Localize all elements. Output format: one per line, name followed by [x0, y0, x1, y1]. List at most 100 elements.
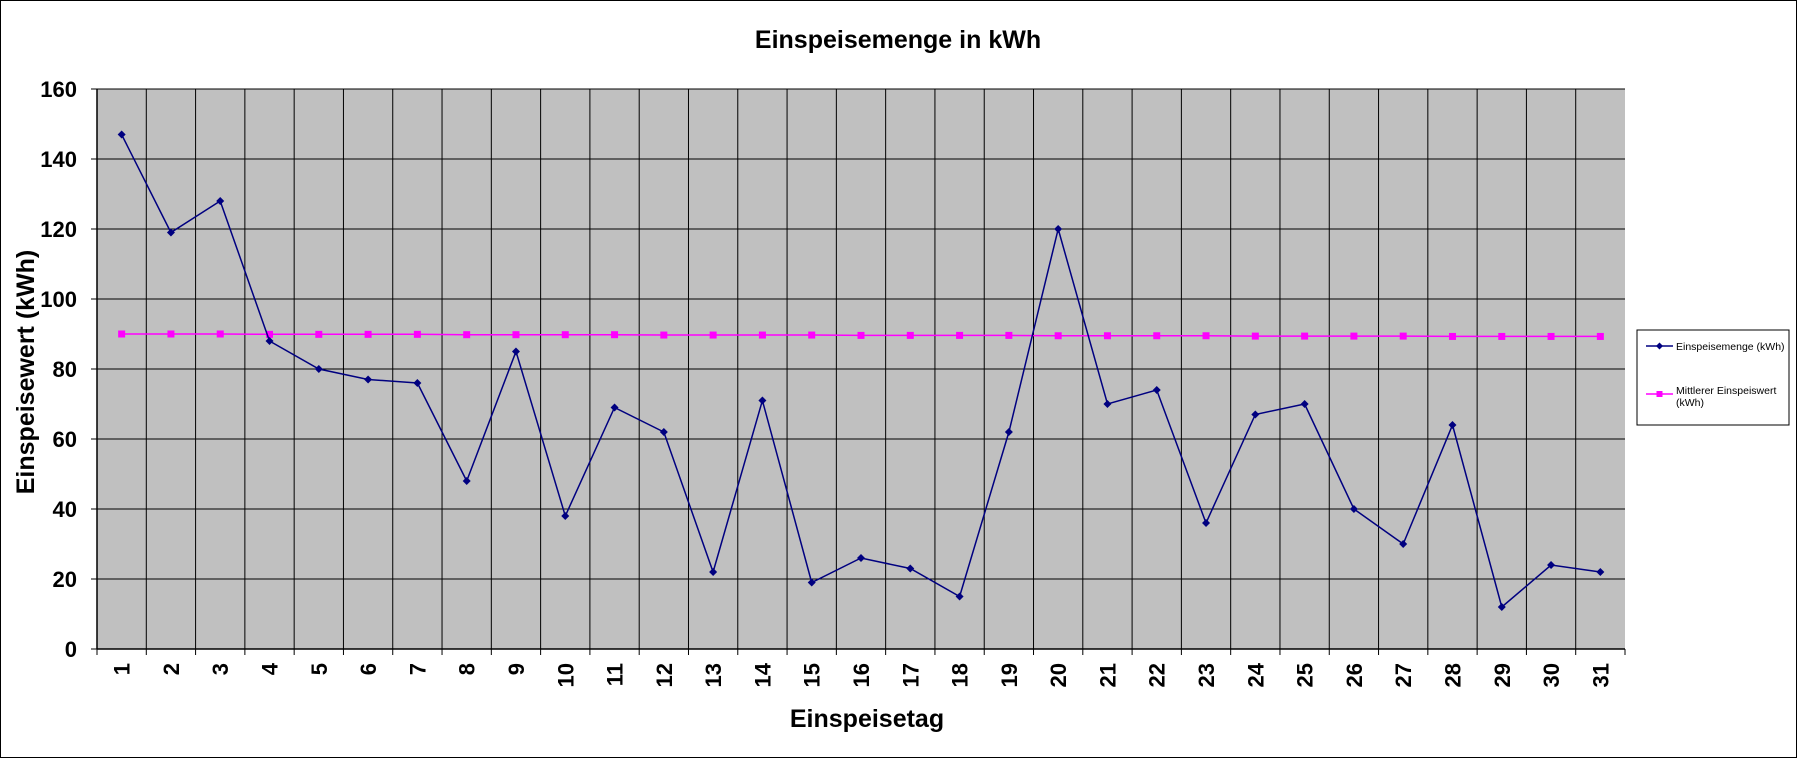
x-tick-label: 11	[603, 663, 628, 686]
data-point	[1547, 332, 1555, 340]
x-tick-label: 14	[750, 662, 775, 687]
x-axis-label: Einspeisetag	[790, 705, 944, 733]
data-point	[265, 337, 274, 345]
data-point	[1153, 332, 1161, 340]
data-point	[315, 330, 323, 338]
data-point	[659, 428, 668, 436]
y-tick-label: 100	[40, 287, 77, 312]
legend-label: Mittlerer Einspeiswert (kWh)	[1676, 385, 1776, 409]
data-point	[1004, 428, 1013, 436]
y-axis-label: Einspeisewert (kWh)	[12, 250, 40, 495]
data-point	[1054, 332, 1062, 340]
y-tick-label: 60	[53, 427, 77, 452]
data-point	[1547, 561, 1556, 569]
x-tick-label: 8	[455, 663, 480, 675]
data-point	[364, 375, 373, 384]
x-tick-label: 18	[948, 663, 973, 687]
data-point	[1301, 332, 1309, 340]
x-tick-label: 5	[307, 663, 332, 675]
data-point	[1103, 400, 1112, 408]
data-point	[1399, 332, 1407, 340]
data-point	[857, 331, 865, 339]
data-point	[955, 592, 964, 601]
data-point	[906, 564, 915, 573]
data-point	[1054, 225, 1063, 233]
x-tick-label: 4	[258, 662, 283, 675]
x-tick-label: 29	[1490, 663, 1515, 687]
data-point	[808, 331, 816, 339]
y-tick-label: 80	[53, 357, 77, 382]
data-point	[266, 330, 274, 338]
data-point	[660, 331, 668, 339]
data-point	[758, 396, 767, 405]
data-point	[216, 330, 224, 338]
data-point	[1596, 332, 1604, 340]
x-tick-label: 27	[1391, 663, 1416, 687]
data-point	[1005, 331, 1013, 339]
data-point	[1399, 540, 1408, 548]
x-tick-label: 9	[504, 663, 529, 675]
data-point	[1251, 332, 1259, 340]
x-tick-label: 16	[849, 663, 874, 687]
data-point	[166, 228, 175, 237]
legend: Einspeisemenge (kWh) Mittlerer Einspeiswe…	[1636, 329, 1790, 426]
y-tick-label: 0	[65, 637, 77, 662]
y-tick-label: 20	[53, 567, 77, 592]
data-point	[1448, 332, 1456, 340]
x-tick-label: 10	[553, 663, 578, 687]
x-tick-label: 2	[159, 663, 184, 675]
data-point	[1251, 410, 1260, 419]
data-point	[857, 554, 865, 562]
data-point	[956, 331, 964, 339]
x-tick-label: 23	[1194, 663, 1219, 687]
data-point	[463, 331, 471, 339]
y-tick-label: 140	[40, 147, 77, 172]
x-tick-label: 3	[208, 663, 233, 675]
x-tick-label: 19	[997, 663, 1022, 687]
data-point	[216, 197, 225, 205]
data-point	[611, 331, 619, 339]
data-point	[118, 330, 126, 338]
data-point	[1152, 386, 1161, 394]
x-tick-label: 30	[1539, 663, 1564, 687]
data-point	[1497, 603, 1506, 611]
data-point	[364, 330, 372, 338]
x-tick-label: 21	[1095, 663, 1120, 687]
data-point	[758, 331, 766, 339]
data-point	[807, 578, 816, 587]
y-tick-label: 40	[53, 497, 77, 522]
data-point	[413, 330, 421, 338]
x-tick-label: 15	[800, 663, 825, 687]
data-point	[906, 331, 914, 339]
x-tick-label: 24	[1243, 662, 1268, 687]
x-tick-label: 26	[1342, 663, 1367, 687]
data-point	[561, 512, 570, 520]
data-point	[1300, 400, 1309, 408]
chart-title: Einspeisemenge in kWh	[755, 26, 1041, 54]
x-tick-label: 25	[1293, 663, 1318, 687]
data-point	[314, 365, 323, 373]
x-tick-label: 31	[1588, 663, 1613, 687]
data-point	[709, 568, 718, 576]
data-point	[1596, 568, 1605, 576]
data-point	[1202, 519, 1211, 527]
x-tick-label: 17	[898, 663, 923, 687]
data-point	[462, 477, 471, 485]
data-point	[1498, 332, 1506, 340]
x-tick-label: 1	[110, 663, 135, 675]
x-tick-label: 7	[405, 663, 430, 675]
data-point	[1202, 332, 1210, 340]
y-tick-label: 160	[40, 77, 77, 102]
legend-marker	[1656, 391, 1663, 397]
data-point	[511, 347, 520, 356]
data-point	[1103, 332, 1111, 340]
y-tick-label: 120	[40, 217, 77, 242]
x-tick-label: 6	[356, 663, 381, 675]
x-tick-label: 20	[1046, 663, 1071, 687]
x-tick-label: 12	[652, 663, 677, 687]
x-tick-label: 22	[1145, 663, 1170, 687]
data-point	[1350, 332, 1358, 340]
